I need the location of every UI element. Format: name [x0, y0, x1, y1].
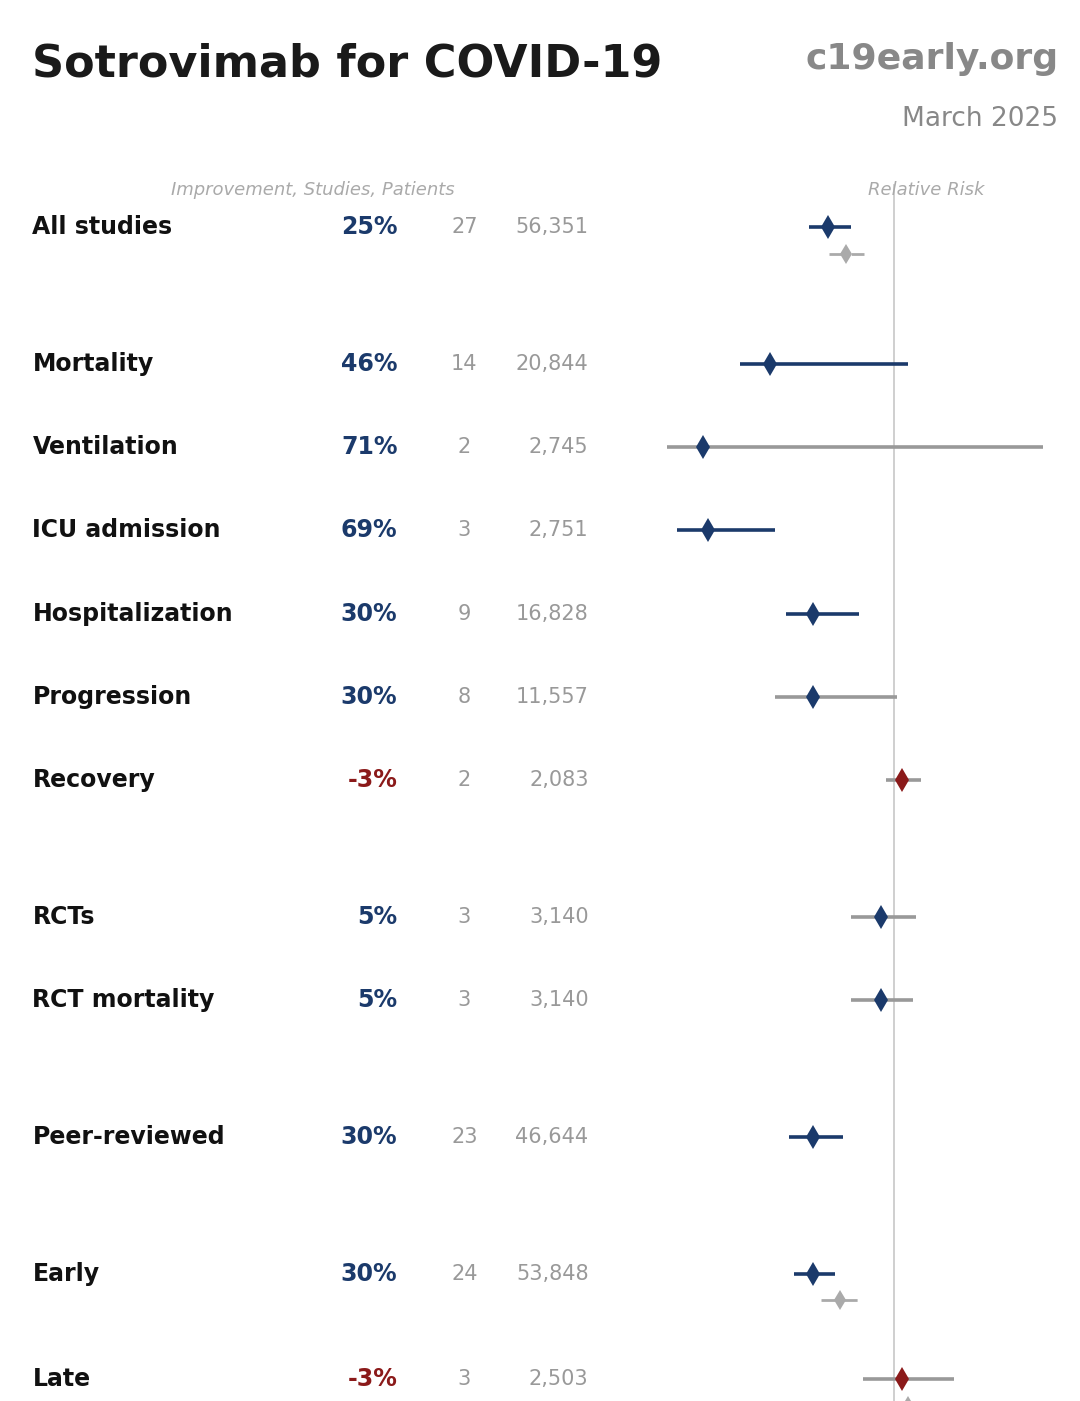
Text: 2,503: 2,503: [529, 1369, 589, 1390]
Text: 2: 2: [458, 437, 471, 457]
Text: 24: 24: [451, 1264, 477, 1283]
Text: 46,644: 46,644: [515, 1126, 589, 1147]
Text: 20,844: 20,844: [516, 353, 589, 374]
Text: Progression: Progression: [32, 685, 191, 709]
Text: Improvement, Studies, Patients: Improvement, Studies, Patients: [172, 181, 455, 199]
Text: March 2025: March 2025: [903, 106, 1058, 133]
Text: 16,828: 16,828: [516, 604, 589, 623]
Text: 5%: 5%: [357, 988, 397, 1013]
Text: 3,140: 3,140: [529, 906, 589, 927]
Text: RCT mortality: RCT mortality: [32, 988, 215, 1013]
Text: 11,557: 11,557: [516, 686, 589, 708]
Text: All studies: All studies: [32, 214, 173, 240]
Text: 2: 2: [458, 771, 471, 790]
Text: 30%: 30%: [341, 685, 397, 709]
Text: 9: 9: [458, 604, 471, 623]
Text: RCTs: RCTs: [32, 905, 95, 929]
Text: 25%: 25%: [341, 214, 397, 240]
Text: -3%: -3%: [348, 768, 397, 793]
Text: 23: 23: [451, 1126, 477, 1147]
Text: Relative Risk: Relative Risk: [868, 181, 985, 199]
Text: 2,083: 2,083: [529, 771, 589, 790]
Text: 5%: 5%: [357, 905, 397, 929]
Text: 3,140: 3,140: [529, 991, 589, 1010]
Text: Sotrovimab for COVID-19: Sotrovimab for COVID-19: [32, 42, 663, 85]
Text: Recovery: Recovery: [32, 768, 156, 793]
Text: 69%: 69%: [341, 518, 397, 542]
Text: 8: 8: [458, 686, 471, 708]
Text: Early: Early: [32, 1261, 99, 1286]
Text: -3%: -3%: [348, 1367, 397, 1391]
Text: 3: 3: [458, 1369, 471, 1390]
Text: c19early.org: c19early.org: [806, 42, 1058, 76]
Text: Ventilation: Ventilation: [32, 434, 178, 460]
Text: 46%: 46%: [341, 352, 397, 375]
Text: 27: 27: [451, 217, 477, 237]
Text: 30%: 30%: [341, 1261, 397, 1286]
Text: 3: 3: [458, 991, 471, 1010]
Text: 30%: 30%: [341, 1125, 397, 1149]
Text: ICU admission: ICU admission: [32, 518, 221, 542]
Text: 3: 3: [458, 520, 471, 541]
Text: 2,751: 2,751: [529, 520, 589, 541]
Text: 71%: 71%: [341, 434, 397, 460]
Text: 14: 14: [451, 353, 477, 374]
Text: 3: 3: [458, 906, 471, 927]
Text: Peer-reviewed: Peer-reviewed: [32, 1125, 225, 1149]
Text: 30%: 30%: [341, 601, 397, 626]
Text: 2,745: 2,745: [529, 437, 589, 457]
Text: 53,848: 53,848: [516, 1264, 589, 1283]
Text: Mortality: Mortality: [32, 352, 153, 375]
Text: 56,351: 56,351: [515, 217, 589, 237]
Text: Hospitalization: Hospitalization: [32, 601, 233, 626]
Text: Late: Late: [32, 1367, 91, 1391]
